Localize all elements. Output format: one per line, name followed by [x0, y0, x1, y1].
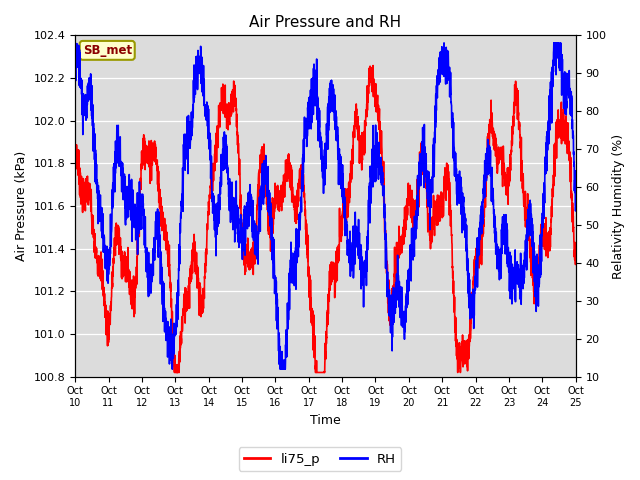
li75_p — [285, 152, 293, 158]
Title: Air Pressure and RH: Air Pressure and RH — [250, 15, 401, 30]
Text: SB_met: SB_met — [83, 44, 132, 57]
li75_p — [171, 370, 179, 375]
li75_p — [563, 122, 570, 128]
li75_p — [369, 63, 377, 69]
li75_p — [264, 204, 271, 210]
RH — [168, 366, 176, 372]
li75_p — [158, 228, 166, 233]
Line: RH: RH — [75, 43, 576, 369]
li75_p — [572, 254, 580, 260]
li75_p — [71, 141, 79, 147]
RH — [158, 289, 166, 295]
li75_p — [508, 142, 516, 147]
Y-axis label: Relativity Humidity (%): Relativity Humidity (%) — [612, 133, 625, 278]
Y-axis label: Air Pressure (kPa): Air Pressure (kPa) — [15, 151, 28, 261]
X-axis label: Time: Time — [310, 414, 341, 427]
RH — [572, 174, 580, 180]
RH — [129, 209, 136, 215]
RH — [508, 261, 516, 267]
RH — [285, 271, 293, 276]
Legend: li75_p, RH: li75_p, RH — [239, 447, 401, 471]
RH — [563, 112, 570, 118]
RH — [264, 192, 271, 198]
Line: li75_p: li75_p — [75, 66, 576, 372]
li75_p — [129, 306, 136, 312]
RH — [440, 40, 448, 46]
RH — [71, 50, 79, 56]
